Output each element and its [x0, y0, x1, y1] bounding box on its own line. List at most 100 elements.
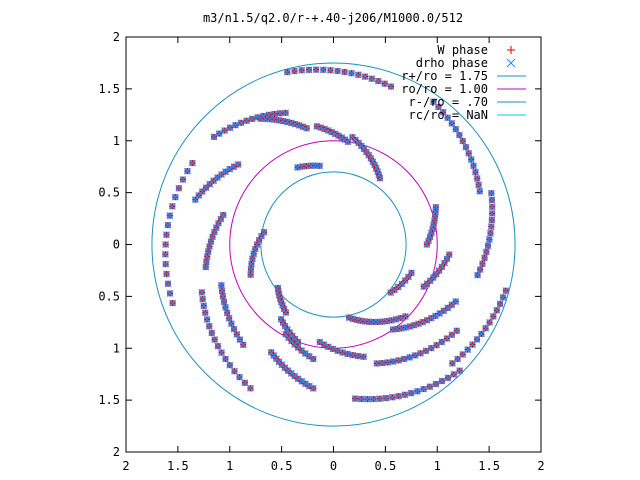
y-tick-label: 0 [113, 238, 120, 252]
drho-phase-point [349, 133, 356, 141]
drho-phase-point [276, 109, 284, 117]
drho-phase-point [445, 251, 453, 258]
drho-phase-point [215, 130, 223, 137]
drho-phase-point [433, 341, 440, 349]
drho-phase-point [169, 299, 176, 307]
drho-phase-point [427, 344, 435, 352]
drho-phase-point [312, 66, 320, 74]
x-tick-label: 2 [122, 459, 129, 473]
drho-phase-point [236, 373, 243, 381]
drho-phase-point [249, 255, 256, 263]
drho-phase-point [319, 66, 327, 74]
drho-phase-point [400, 355, 408, 363]
y-tick-label: 2 [113, 445, 120, 459]
drho-phase-point [414, 387, 421, 395]
drho-phase-point [334, 67, 341, 75]
drho-phase-point [208, 329, 216, 337]
x-tick-label: 1.5 [167, 459, 189, 473]
drho-phase-point [247, 265, 255, 273]
drho-phase-point [231, 367, 238, 375]
drho-phase-point [456, 131, 463, 139]
drho-phase-point [291, 67, 298, 75]
legend-label: r+/ro = 1.75 [401, 69, 488, 83]
drho-phase-point [237, 119, 245, 127]
drho-phase-point [218, 349, 225, 356]
legend-label: rc/ro = NaN [409, 108, 488, 122]
drho-phase-point [486, 236, 493, 243]
drho-phase-point [402, 313, 409, 320]
drho-phase-point [211, 336, 219, 343]
drho-phase-point [473, 336, 481, 343]
drho-phase-point [201, 309, 209, 317]
drho-phase-point [166, 212, 174, 219]
drho-phase-point [163, 231, 170, 239]
drho-phase-point [199, 295, 207, 303]
drho-phase-point [247, 384, 254, 392]
drho-phase-point [395, 357, 402, 364]
drho-phase-point [411, 352, 419, 359]
drho-phase-point [488, 210, 496, 217]
drho-phase-point [364, 395, 371, 403]
circle-0 [151, 62, 516, 427]
drho-phase-point [472, 168, 479, 176]
drho-phase-point [204, 248, 212, 255]
y-tick-label: 1 [113, 341, 120, 355]
y-tick-label: 1.5 [98, 393, 120, 407]
drho-phase-point [203, 316, 211, 323]
drho-phase-point [241, 379, 249, 387]
drho-phase-point [164, 221, 172, 229]
drho-phase-point [313, 122, 321, 130]
drho-phase-point [479, 260, 486, 268]
drho-phase-point [230, 325, 238, 333]
drho-phase-point [222, 355, 229, 363]
circle-2 [260, 171, 407, 318]
x-tick-label: 1 [226, 459, 233, 473]
drho-phase-point [439, 108, 447, 116]
drho-phase-point [298, 66, 306, 74]
drho-phase-point [496, 300, 504, 308]
chart-title: m3/n1.5/q2.0/r-+.40-j206/M1000.0/512 [203, 11, 463, 25]
y-tick-label: 1.5 [98, 82, 120, 96]
drho-phase-point [370, 395, 377, 403]
drho-phase-point [175, 184, 183, 192]
drho-phase-point [401, 391, 409, 399]
drho-phase-point [294, 164, 301, 171]
drho-phase-point [248, 115, 256, 123]
drho-phase-point [444, 374, 452, 382]
drho-phase-point [388, 393, 396, 401]
drho-phase-point [200, 302, 208, 310]
drho-phase-point [488, 189, 495, 197]
drho-phase-point [475, 181, 482, 189]
drho-phase-point [438, 338, 446, 346]
drho-phase-point [351, 395, 359, 402]
drho-phase-point [482, 324, 489, 332]
drho-phase-point [407, 389, 415, 397]
drho-phase-point [502, 287, 510, 295]
drho-phase-point [228, 320, 235, 328]
drho-phase-point [223, 309, 231, 317]
drho-phase-point [406, 353, 413, 361]
drho-phase-point [202, 263, 210, 271]
drho-phase-point [476, 266, 484, 273]
drho-phase-point [327, 66, 334, 74]
drho-phase-point [184, 167, 191, 175]
drho-phase-point [243, 117, 250, 125]
x-tick-label: 2 [537, 459, 544, 473]
drho-phase-point [426, 383, 434, 391]
drho-phase-point [408, 269, 415, 277]
drho-phase-point [221, 127, 228, 134]
legend-plus-marker [507, 46, 515, 54]
drho-phase-point [382, 394, 390, 402]
drho-phase-point [344, 350, 351, 358]
drho-phase-point [360, 353, 367, 361]
drho-phase-point [422, 347, 430, 355]
drho-phase-point [470, 162, 477, 170]
drho-phase-point [465, 149, 473, 157]
drho-phase-point [163, 270, 170, 278]
drho-phase-point [309, 355, 317, 363]
legend-label: drho phase [416, 56, 488, 70]
drho-phase-point [387, 83, 395, 90]
